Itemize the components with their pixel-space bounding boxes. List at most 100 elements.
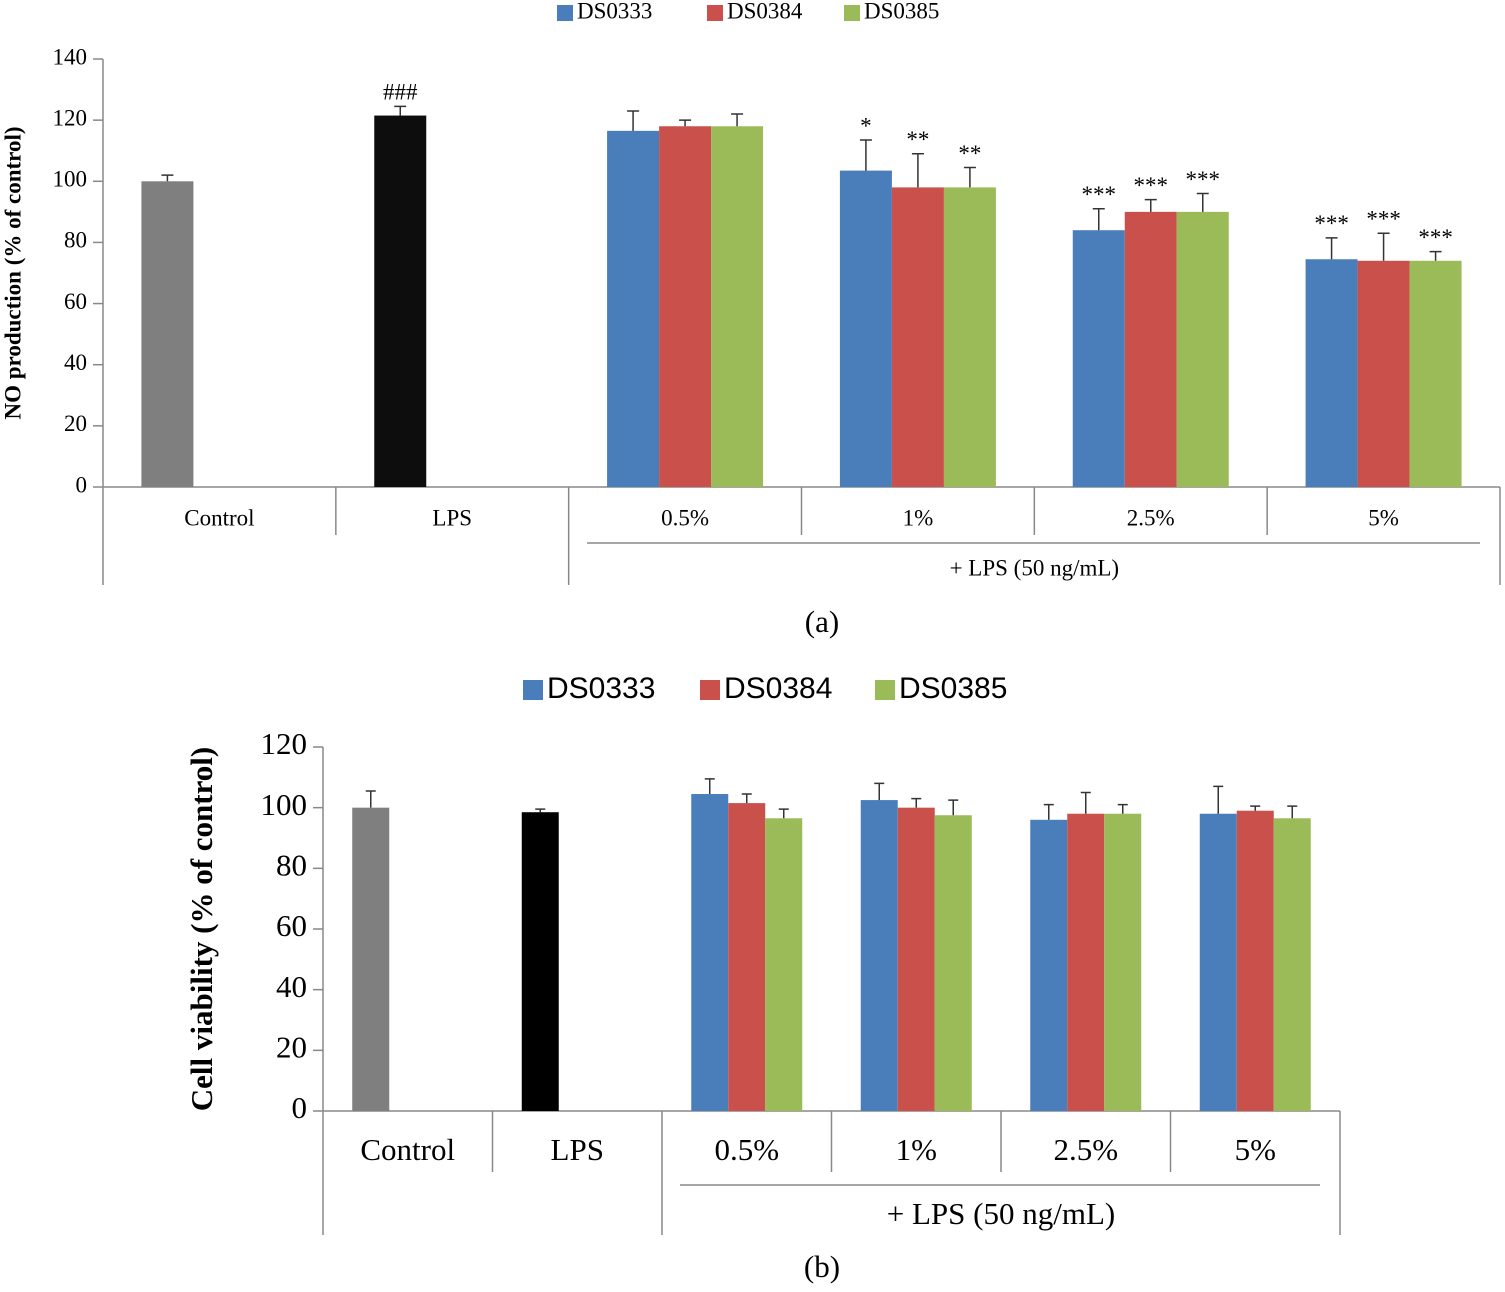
x-tick-label: Control	[360, 1132, 455, 1167]
y-tick-label: 20	[276, 1029, 307, 1064]
bar	[1273, 818, 1311, 1111]
bar	[891, 187, 944, 487]
bar	[659, 126, 712, 487]
y-tick-label: 60	[276, 908, 307, 943]
y-tick-label: 40	[64, 350, 87, 375]
bar	[1072, 230, 1125, 487]
legend-swatch	[707, 5, 723, 21]
y-tick-label: 0	[292, 1090, 308, 1125]
significance-label: ###	[383, 80, 418, 105]
error-bar	[1287, 805, 1298, 819]
bar	[352, 807, 390, 1111]
error-bar	[1325, 237, 1338, 260]
x-tick-label: 5%	[1368, 505, 1399, 530]
significance-label: **	[906, 127, 929, 152]
y-tick-label: 80	[276, 847, 307, 882]
error-bar	[1144, 198, 1157, 212]
legend-label: DS0384	[724, 672, 832, 705]
bar	[839, 170, 892, 488]
error-bar	[1117, 803, 1128, 814]
error-bar	[911, 153, 924, 188]
x-tick-label: 2.5%	[1127, 505, 1175, 530]
error-bar	[704, 778, 715, 795]
caption: (b)	[804, 1249, 840, 1284]
error-bar	[778, 808, 789, 819]
x-tick-label: 0.5%	[661, 505, 709, 530]
legend-swatch	[875, 680, 895, 700]
legend-label: DS0333	[577, 0, 652, 23]
bar	[1305, 259, 1358, 487]
bar	[711, 126, 764, 487]
legend-label: DS0384	[727, 0, 803, 23]
caption: (a)	[805, 604, 839, 639]
bar	[728, 803, 766, 1111]
y-tick-label: 60	[64, 289, 87, 314]
bar	[1030, 819, 1068, 1111]
error-bar	[731, 113, 744, 127]
bar	[943, 187, 996, 487]
y-tick-label: 0	[76, 472, 88, 497]
error-bar	[1377, 232, 1390, 261]
error-bar	[859, 139, 872, 171]
bar	[1199, 813, 1237, 1111]
bar	[897, 807, 935, 1111]
x-tick-label: LPS	[432, 505, 472, 530]
group-label: + LPS (50 ng/mL)	[887, 1196, 1115, 1231]
significance-label: *	[860, 113, 872, 138]
y-tick-label: 120	[53, 105, 88, 130]
legend-swatch	[557, 5, 573, 21]
group-label: + LPS (50 ng/mL)	[950, 555, 1120, 580]
legend-swatch	[700, 680, 720, 700]
x-tick-label: 2.5%	[1053, 1132, 1118, 1167]
significance-label: **	[958, 141, 981, 166]
legend-swatch	[844, 5, 860, 21]
x-tick-label: 1%	[903, 505, 934, 530]
error-bar	[948, 799, 959, 816]
y-axis-label: Cell viability (% of control)	[184, 747, 219, 1112]
significance-label: ***	[1082, 182, 1117, 207]
error-bar	[911, 797, 922, 808]
bar	[1176, 211, 1229, 487]
significance-label: ***	[1314, 211, 1349, 236]
x-tick-label: 5%	[1235, 1132, 1276, 1167]
error-bar	[741, 793, 752, 804]
error-bar	[1429, 250, 1442, 261]
bar	[1236, 810, 1274, 1111]
error-bar	[1250, 805, 1261, 811]
bar	[1104, 813, 1142, 1111]
error-bar	[535, 808, 546, 813]
bar	[934, 815, 972, 1111]
error-bar	[679, 119, 692, 127]
bar	[1067, 813, 1105, 1111]
y-axis-label: NO production (% of control)	[0, 126, 25, 419]
x-tick-label: 1%	[896, 1132, 937, 1167]
x-tick-label: LPS	[551, 1132, 604, 1167]
bar	[374, 115, 427, 488]
legend-label: DS0333	[547, 672, 655, 705]
error-bar	[874, 782, 885, 801]
legend-label: DS0385	[899, 672, 1007, 705]
y-tick-label: 140	[53, 44, 88, 69]
bar	[1357, 260, 1410, 487]
error-bar	[1080, 791, 1091, 814]
bar	[1409, 260, 1462, 487]
error-bar	[365, 790, 376, 808]
error-bar	[161, 174, 174, 182]
x-tick-label: 0.5%	[714, 1132, 779, 1167]
legend-label: DS0385	[864, 0, 939, 23]
x-tick-label: Control	[184, 505, 254, 530]
bar	[521, 812, 559, 1111]
error-bar	[1213, 785, 1224, 814]
y-tick-label: 20	[64, 411, 87, 436]
bar	[607, 130, 660, 488]
significance-label: ***	[1418, 225, 1453, 250]
y-tick-label: 40	[276, 969, 307, 1004]
significance-label: ***	[1134, 173, 1169, 198]
significance-label: ***	[1186, 167, 1221, 192]
bar	[141, 181, 194, 488]
bar	[1124, 211, 1177, 487]
bar	[765, 818, 803, 1111]
y-tick-label: 100	[261, 787, 308, 822]
y-tick-label: 100	[53, 167, 88, 192]
